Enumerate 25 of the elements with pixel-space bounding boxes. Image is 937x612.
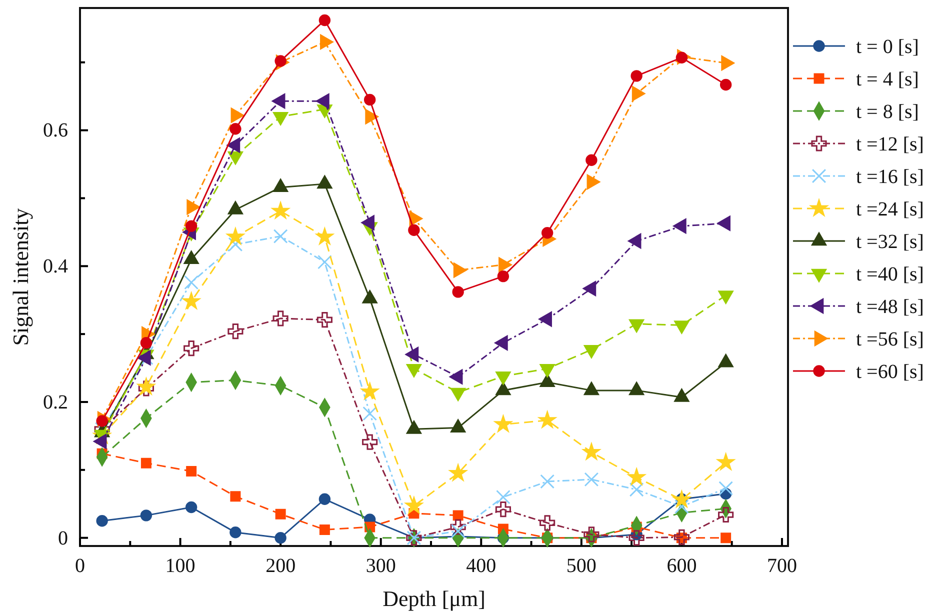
legend-label: t =48 [s] bbox=[856, 296, 924, 318]
y-tick-label: 0 bbox=[58, 527, 68, 550]
legend-label: t =60 [s] bbox=[856, 361, 924, 383]
x-tick-label: 300 bbox=[366, 555, 396, 578]
legend-label: t = 8 [s] bbox=[856, 101, 919, 123]
x-tick-label: 700 bbox=[766, 555, 797, 578]
x-tick-label: 200 bbox=[266, 555, 296, 578]
x-tick-label: 0 bbox=[75, 555, 85, 578]
x-tick-label: 100 bbox=[165, 555, 196, 578]
x-tick-label: 600 bbox=[666, 555, 697, 578]
legend-label: t =12 [s] bbox=[856, 134, 924, 156]
x-axis-title: Depth [μm] bbox=[382, 586, 486, 611]
legend-label: t = 0 [s] bbox=[856, 36, 919, 58]
legend-label: t =40 [s] bbox=[856, 264, 924, 286]
x-tick-label: 400 bbox=[466, 555, 496, 578]
legend-label: t =16 [s] bbox=[856, 166, 924, 188]
legend-label: t = 4 [s] bbox=[856, 68, 919, 90]
y-axis-title: Signal intensity bbox=[8, 208, 33, 346]
legend-label: t =24 [s] bbox=[856, 198, 924, 220]
legend-label: t =56 [s] bbox=[856, 328, 924, 350]
y-tick-label: 0.6 bbox=[43, 120, 68, 142]
y-tick-label: 0.2 bbox=[43, 391, 68, 414]
legend-label: t =32 [s] bbox=[856, 231, 924, 253]
x-tick-label: 500 bbox=[566, 555, 596, 578]
y-tick-label: 0.4 bbox=[43, 256, 68, 278]
